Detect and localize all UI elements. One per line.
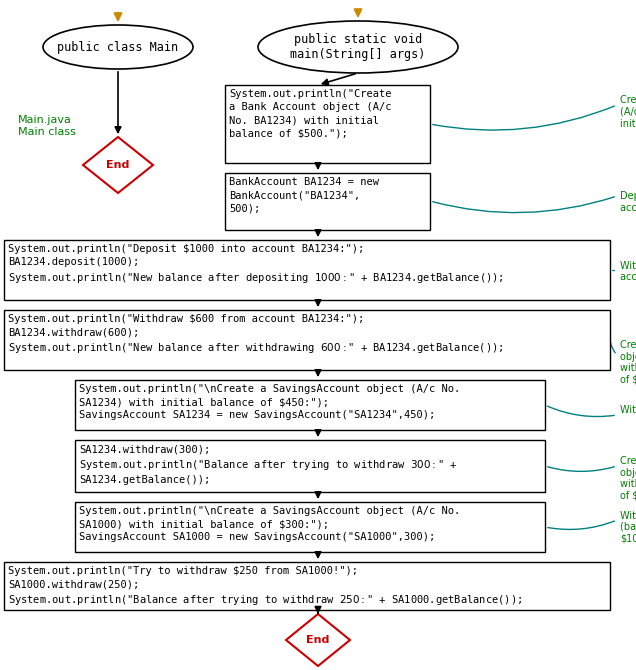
Text: SA1234.withdraw(300);
System.out.println("Balance after trying to withdraw $300:: SA1234.withdraw(300); System.out.println… — [79, 444, 458, 485]
Text: Withdraw $300 from SA1234: Withdraw $300 from SA1234 — [620, 405, 636, 415]
Polygon shape — [83, 137, 153, 193]
FancyBboxPatch shape — [4, 562, 610, 610]
Text: System.out.println("Withdraw $600 from account BA1234:");
BA1234.withdraw(600);
: System.out.println("Withdraw $600 from a… — [8, 314, 504, 355]
FancyBboxPatch shape — [75, 502, 545, 552]
Text: Create a SavingsAccount
object (A/c No. "SA1234")
with initial balance
of $450: Create a SavingsAccount object (A/c No. … — [620, 340, 636, 385]
Text: System.out.println("Create
a Bank Account object (A/c
No. BA1234) with initial
b: System.out.println("Create a Bank Accoun… — [229, 89, 392, 139]
Text: End: End — [307, 635, 329, 645]
Text: End: End — [106, 160, 130, 170]
Text: Withdraw $600 from
account BA1234: Withdraw $600 from account BA1234 — [620, 260, 636, 281]
Text: Create a SavingsAccount
object (A/c No. "SA1000")
with initial balance
of $300: Create a SavingsAccount object (A/c No. … — [620, 456, 636, 500]
Text: public static void
main(String[] args): public static void main(String[] args) — [290, 33, 425, 61]
FancyBboxPatch shape — [4, 240, 610, 300]
FancyBboxPatch shape — [225, 173, 430, 230]
Text: System.out.println("Try to withdraw $250 from SA1000!");
SA1000.withdraw(250);
S: System.out.println("Try to withdraw $250… — [8, 566, 522, 607]
FancyBboxPatch shape — [75, 380, 545, 430]
Polygon shape — [286, 614, 350, 666]
Ellipse shape — [43, 25, 193, 69]
Text: System.out.println("\nCreate a SavingsAccount object (A/c No.
SA1000) with initi: System.out.println("\nCreate a SavingsAc… — [79, 506, 460, 543]
Ellipse shape — [258, 21, 458, 73]
FancyBboxPatch shape — [75, 440, 545, 492]
Text: System.out.println("\nCreate a SavingsAccount object (A/c No.
SA1234) with initi: System.out.println("\nCreate a SavingsAc… — [79, 384, 460, 420]
Text: Withdraw $250 from SA1000
(balance falls below
$100): Withdraw $250 from SA1000 (balance falls… — [620, 510, 636, 543]
Text: System.out.println("Deposit $1000 into account BA1234:");
BA1234.deposit(1000);
: System.out.println("Deposit $1000 into a… — [8, 244, 504, 285]
Text: public class Main: public class Main — [57, 40, 179, 54]
FancyBboxPatch shape — [4, 310, 610, 370]
Text: Deposit $1000 into
account BA1234: Deposit $1000 into account BA1234 — [620, 191, 636, 212]
FancyBboxPatch shape — [225, 85, 430, 163]
Text: Create a BankAccount object
(A/c No. "BA1234") with
initial balance of $500: Create a BankAccount object (A/c No. "BA… — [620, 95, 636, 128]
Text: Main.java
Main class: Main.java Main class — [18, 115, 76, 137]
Text: BankAccount BA1234 = new
BankAccount("BA1234",
500);: BankAccount BA1234 = new BankAccount("BA… — [229, 177, 379, 214]
